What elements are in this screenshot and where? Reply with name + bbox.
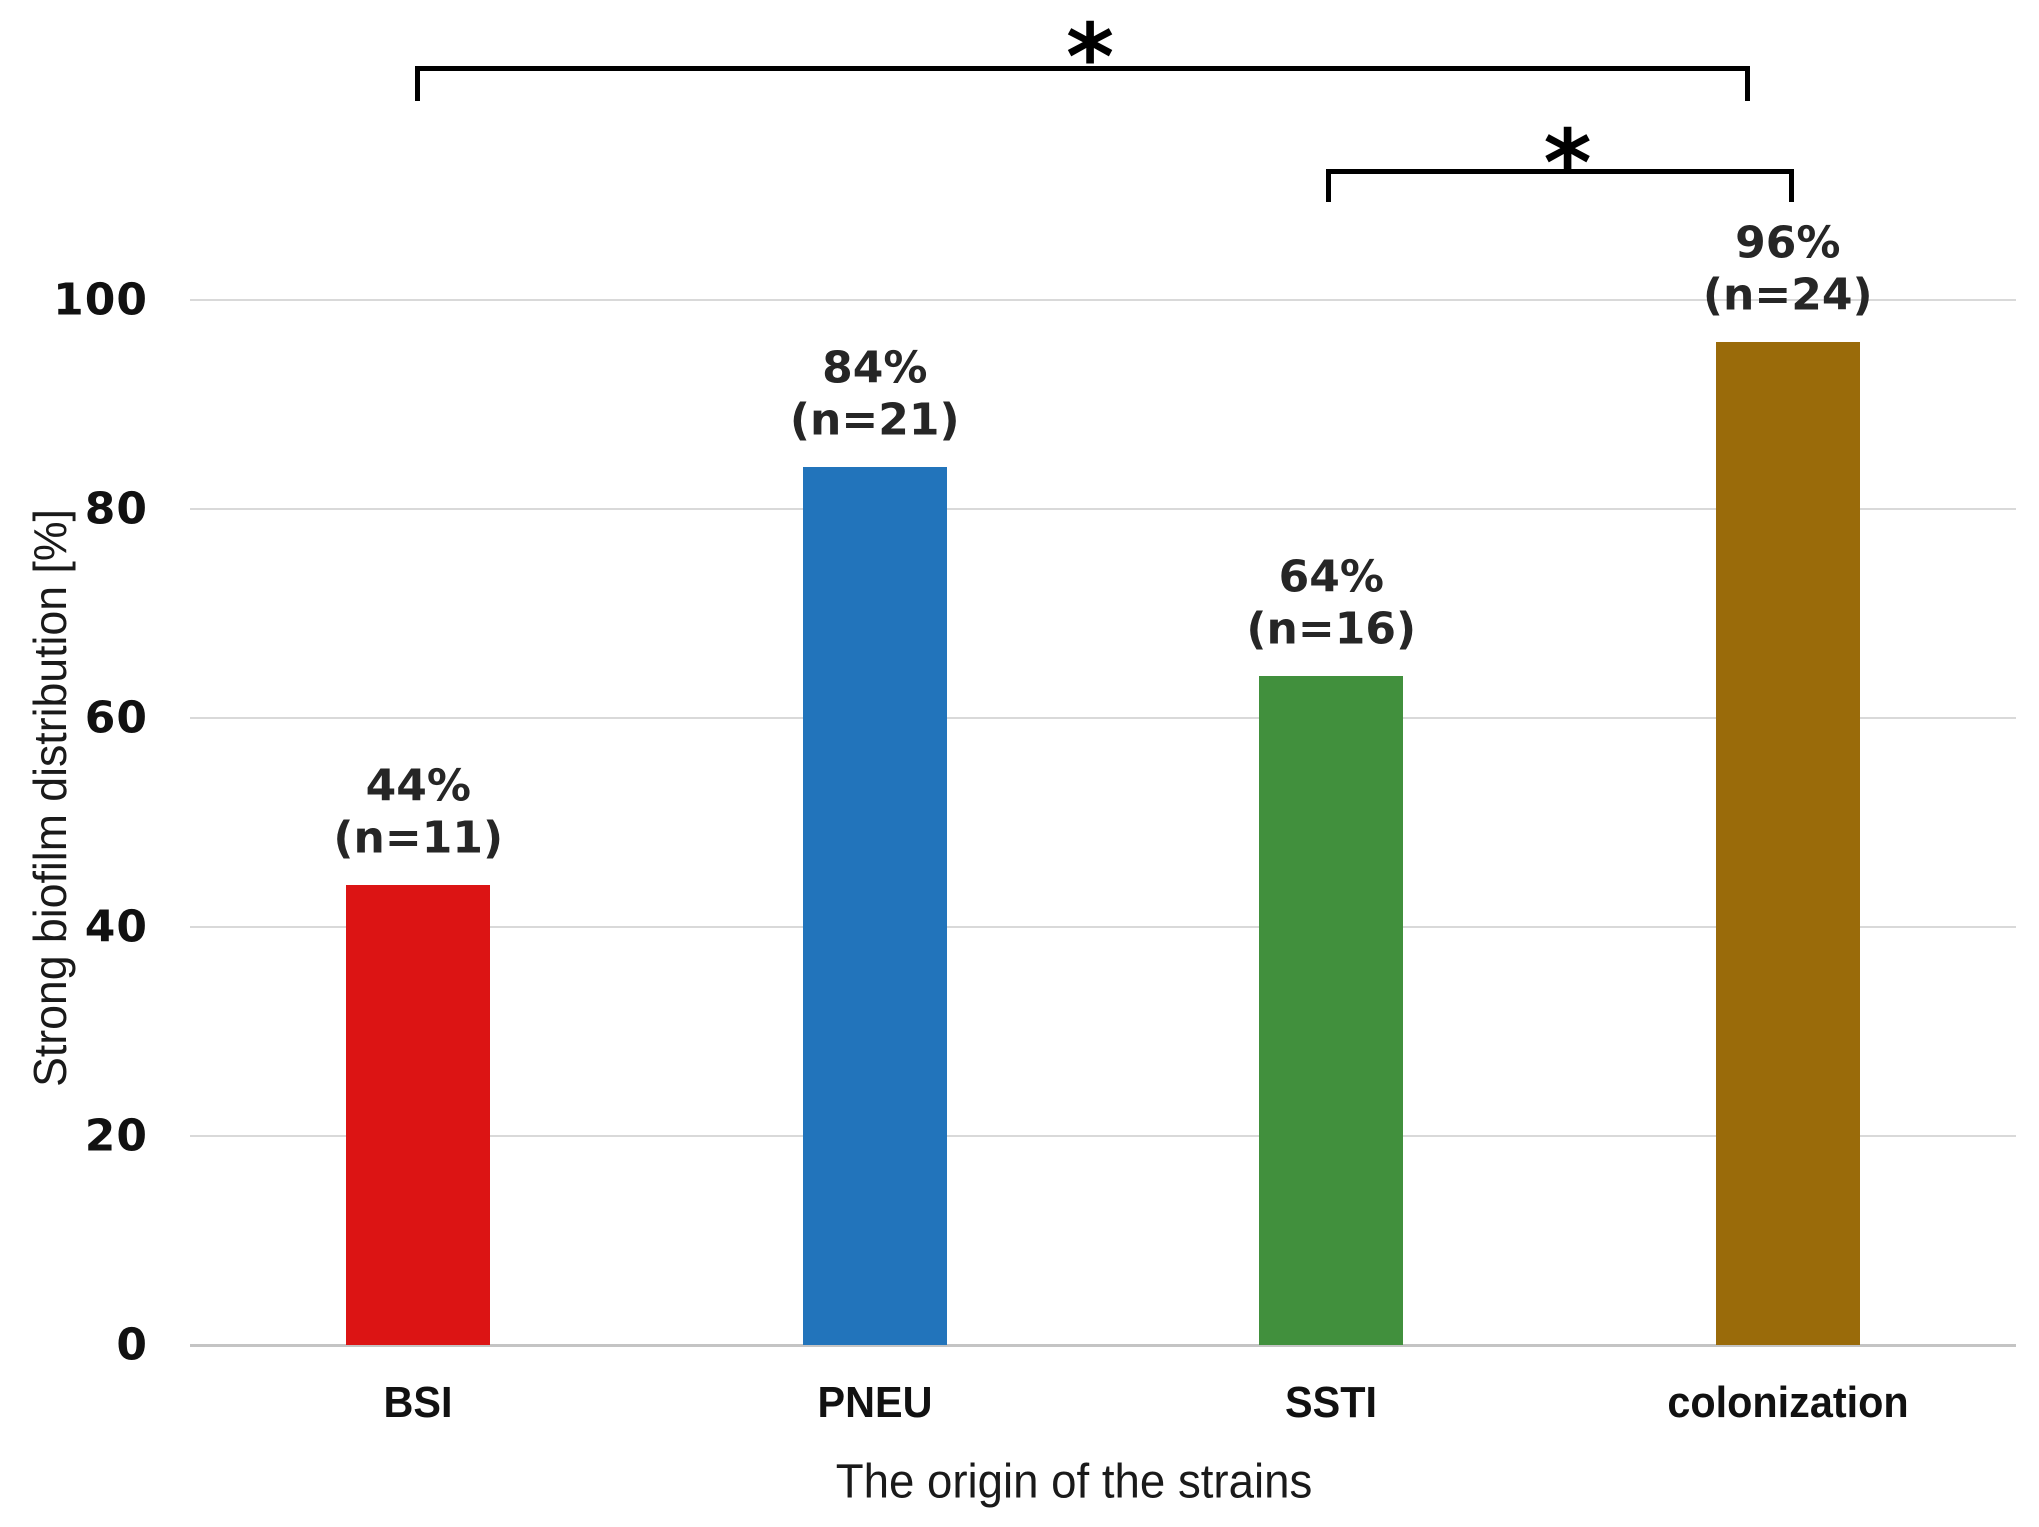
bar-value-label-SSTI: 64%	[1278, 551, 1384, 603]
category-label-BSI: BSI	[383, 1378, 453, 1427]
gridline-20	[190, 1135, 2016, 1137]
bracket-right-tick-SSTI-vs-colonization	[1788, 169, 1794, 202]
x-axis-title: The origin of the strains	[835, 1455, 1313, 1509]
category-label-colonization: colonization	[1667, 1378, 1909, 1427]
gridline-100	[190, 299, 2016, 301]
bar-value-label-colonization: 96%	[1735, 217, 1841, 269]
gridline-40	[190, 926, 2016, 928]
bar-PNEU	[802, 467, 947, 1345]
significance-bracket-BSI-vs-colonization	[415, 66, 1750, 71]
x-axis-line	[190, 1344, 2016, 1347]
bracket-right-tick-BSI-vs-colonization	[1744, 66, 1750, 101]
category-label-SSTI: SSTI	[1285, 1378, 1378, 1427]
bracket-left-tick-SSTI-vs-colonization	[1326, 169, 1332, 202]
bar-value-label-PNEU: 84%	[822, 342, 928, 394]
y-tick-label-0: 0	[116, 1319, 148, 1371]
significance-asterisk-BSI-vs-colonization: *	[1065, 4, 1115, 111]
bracket-left-tick-BSI-vs-colonization	[415, 66, 421, 101]
bar-SSTI	[1259, 676, 1404, 1345]
category-label-PNEU: PNEU	[817, 1378, 933, 1427]
gridline-60	[190, 717, 2016, 719]
y-tick-label-80: 80	[84, 483, 148, 535]
y-tick-label-40: 40	[84, 901, 148, 953]
y-axis-title: Strong biofilm distribution [%]	[24, 509, 76, 1087]
gridline-80	[190, 508, 2016, 510]
bar-n-label-SSTI: (n=16)	[1246, 603, 1417, 655]
y-tick-label-100: 100	[53, 274, 148, 326]
significance-bracket-SSTI-vs-colonization	[1326, 169, 1794, 174]
y-tick-label-20: 20	[84, 1110, 148, 1162]
bar-n-label-PNEU: (n=21)	[789, 394, 960, 446]
bar-colonization	[1715, 341, 1860, 1345]
bar-BSI	[346, 885, 491, 1345]
y-tick-label-60: 60	[84, 692, 148, 744]
significance-asterisk-SSTI-vs-colonization: *	[1543, 110, 1592, 217]
bar-value-label-BSI: 44%	[365, 760, 471, 812]
bar-n-label-BSI: (n=11)	[333, 812, 504, 864]
bar-n-label-colonization: (n=24)	[1702, 269, 1873, 321]
